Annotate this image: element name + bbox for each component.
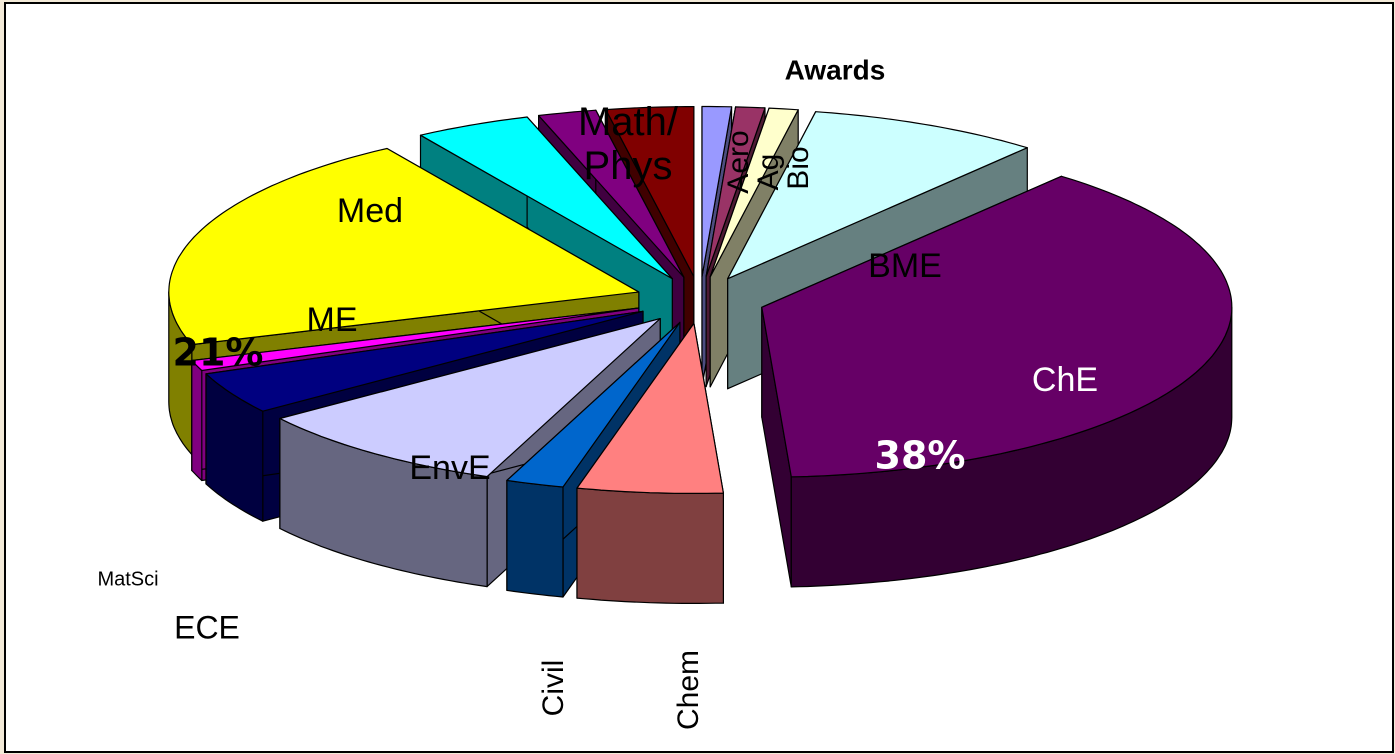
slice <box>538 109 685 278</box>
category-label: MatSci <box>97 568 158 590</box>
slice-side <box>191 359 203 482</box>
slice <box>205 310 644 412</box>
slice <box>709 107 799 278</box>
slice <box>419 116 673 280</box>
slice <box>279 318 661 478</box>
chart-title: Awards <box>785 54 886 85</box>
category-label: Civil <box>537 660 570 717</box>
slice <box>605 106 695 278</box>
value-label: 38% <box>875 434 966 478</box>
slice <box>705 106 766 278</box>
category-label: ME <box>307 301 358 339</box>
slice <box>191 307 640 372</box>
category-label: ChE <box>1032 361 1098 399</box>
category-label: Bio <box>782 146 815 189</box>
slice <box>727 111 1028 280</box>
slice-side <box>576 487 724 604</box>
slice <box>506 321 681 488</box>
slice <box>761 175 1233 478</box>
category-label: Math/Phys <box>577 100 679 188</box>
category-label: Ag <box>752 154 785 191</box>
category-label: Med <box>337 192 403 230</box>
slice <box>576 322 724 494</box>
slice <box>168 147 640 346</box>
category-label: Aero <box>722 130 755 193</box>
category-label: EnvE <box>409 449 490 487</box>
value-label: 21% <box>173 331 264 375</box>
slice <box>701 105 733 278</box>
slice-side <box>506 479 564 598</box>
category-label: BME <box>868 247 942 285</box>
category-label: ECE <box>174 609 240 645</box>
category-label: Chem <box>672 650 705 730</box>
